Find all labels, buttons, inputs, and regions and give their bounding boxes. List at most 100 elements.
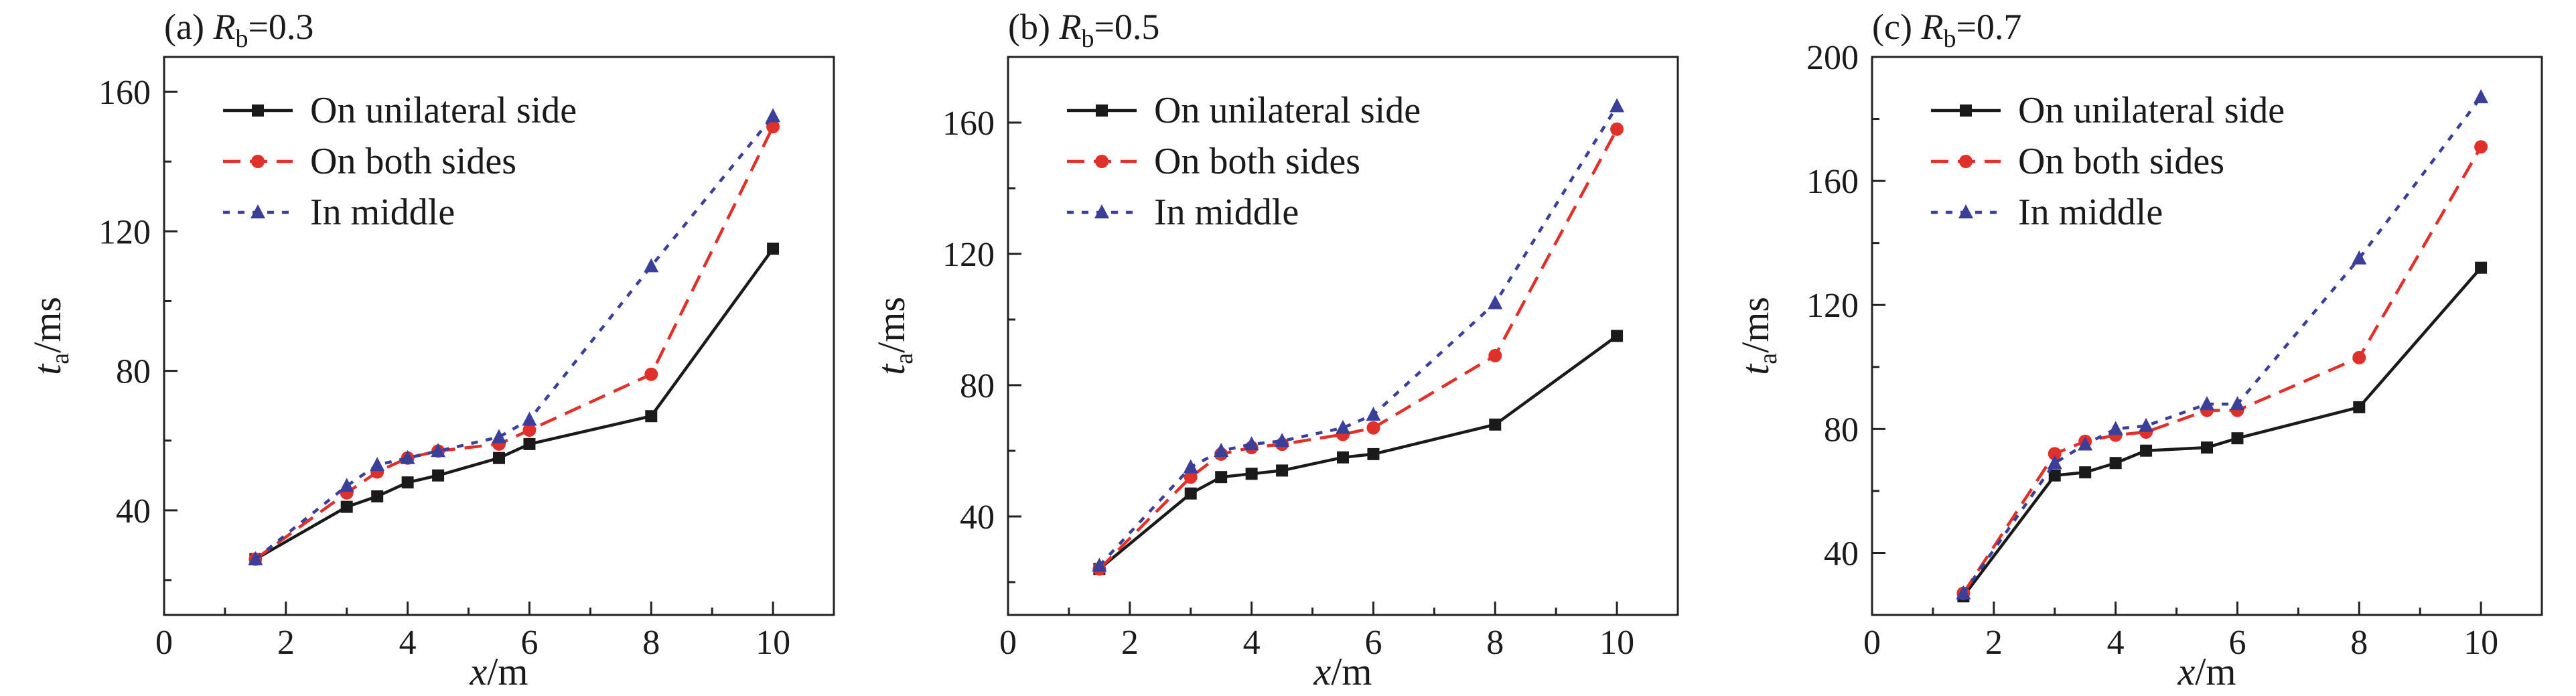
data-point-middle (2474, 89, 2489, 104)
panel-title-suffix: =0.3 (248, 7, 313, 47)
data-point-both (2048, 447, 2062, 461)
x-tick-label: 6 (1364, 624, 1382, 662)
y-axis-unit: /ms (25, 297, 69, 353)
data-point-both (1366, 421, 1380, 435)
data-point-unilateral (2231, 432, 2244, 445)
legend-marker-unilateral (1960, 105, 1972, 117)
data-point-both (2474, 140, 2488, 154)
plot-frame (1871, 56, 2543, 616)
panel-title-suffix: =0.5 (1094, 7, 1159, 47)
x-axis-unit: /m (1331, 650, 1372, 693)
data-point-unilateral (2353, 401, 2366, 413)
x-tick-label: 2 (277, 624, 295, 662)
x-axis-variable: x (1313, 650, 1332, 693)
legend-marker-both (251, 155, 265, 168)
x-tick-label: 10 (756, 624, 790, 662)
data-point-unilateral (2079, 466, 2092, 479)
data-point-middle (1609, 98, 1625, 113)
series-line-both (1962, 146, 2483, 594)
panel-title: (a) Rb=0.3 (164, 7, 313, 53)
data-point-middle (1244, 436, 1259, 451)
data-point-unilateral (2109, 457, 2122, 470)
x-axis-label: x/m (2177, 650, 2236, 693)
series-unilateral (1957, 261, 2488, 603)
data-point-middle (1336, 419, 1350, 434)
y-axis-subscript: a (46, 353, 74, 364)
x-tick-label: 0 (155, 624, 173, 662)
data-point-both (1184, 470, 1198, 484)
panel-title: (c) Rb=0.7 (1872, 7, 2021, 53)
x-axis-label: x/m (1313, 650, 1372, 693)
x-tick-label: 6 (520, 624, 538, 662)
panel-title-prefix: (c) (1872, 7, 1921, 47)
legend-marker-middle (1094, 204, 1109, 218)
chart-panel-1: 0 2 4 6 8 10 40 80 120 160 (a) Rb=0.3 x/m ta/ms On un… (25, 7, 835, 693)
x-axis-variable: x (2177, 650, 2196, 693)
y-axis-variable: t (25, 363, 69, 375)
data-point-unilateral (2201, 441, 2213, 454)
y-axis-subscript: a (890, 353, 918, 364)
series-middle (1092, 98, 1625, 572)
y-axis-subscript: a (1754, 353, 1782, 364)
chart-panel-2: 0 2 4 6 8 10 40 80 120 160 (b) Rb=0.5 x/m ta/ms On un… (869, 7, 1679, 693)
data-point-middle (370, 457, 385, 472)
series-both (1956, 140, 2488, 600)
data-point-middle (2352, 250, 2367, 265)
data-point-middle (766, 108, 781, 123)
panel-title-prefix: (b) (1008, 7, 1059, 47)
series-line-unilateral (1962, 267, 2482, 598)
panel-title-subscript: b (1943, 25, 1956, 53)
data-point-unilateral (432, 469, 445, 482)
data-point-both (766, 120, 780, 134)
x-axis-unit: /m (487, 650, 528, 693)
x-tick-label: 0 (1863, 624, 1881, 662)
series-middle (1956, 89, 2489, 600)
x-tick-label: 8 (2350, 624, 2368, 662)
data-point-unilateral (2475, 261, 2488, 274)
legend-label-unilateral: On unilateral side (1154, 90, 1421, 131)
data-point-unilateral (371, 490, 384, 502)
data-point-unilateral (645, 410, 658, 423)
data-point-unilateral (523, 437, 536, 450)
y-axis-unit: /ms (1733, 297, 1777, 353)
data-point-middle (492, 429, 506, 443)
data-point-unilateral (493, 451, 505, 464)
data-point-middle (1488, 295, 1503, 309)
y-axis-variable: t (869, 363, 913, 375)
data-point-middle (1366, 407, 1381, 421)
y-tick-label: 160 (98, 74, 151, 112)
legend-label-middle: In middle (1154, 192, 1299, 233)
data-point-unilateral (1215, 471, 1228, 484)
y-axis-label: ta/ms (25, 297, 74, 375)
x-axis-variable: x (470, 650, 488, 693)
legend-label-unilateral: On unilateral side (310, 90, 577, 131)
y-tick-label: 120 (1806, 287, 1859, 325)
data-point-middle (2200, 396, 2214, 411)
y-axis-unit: /ms (869, 297, 913, 353)
y-tick-label: 200 (1806, 39, 1859, 77)
legend-label-unilateral: On unilateral side (2018, 90, 2285, 131)
data-point-unilateral (401, 476, 414, 489)
y-axis-label: ta/ms (1733, 297, 1782, 375)
legend-label-both: On both sides (1154, 141, 1360, 182)
data-point-both (522, 423, 536, 437)
plot-frame (163, 56, 835, 616)
panel-title-subscript: b (1081, 25, 1094, 53)
data-point-unilateral (1184, 487, 1197, 500)
legend-label-both: On both sides (2018, 141, 2224, 182)
data-point-unilateral (1611, 330, 1624, 342)
data-point-unilateral (2140, 444, 2153, 457)
legend-marker-unilateral (252, 105, 264, 117)
panel-title-prefix: (a) (164, 7, 213, 47)
data-point-middle (248, 551, 263, 565)
y-tick-label: 160 (942, 105, 995, 143)
data-point-both (2352, 350, 2366, 364)
panel-title-variable: R (212, 7, 235, 47)
legend: On unilateral side On both sides In middle (1931, 90, 2285, 233)
data-point-middle (522, 411, 537, 426)
x-axis-label: x/m (470, 650, 528, 693)
x-tick-label: 10 (1599, 624, 1634, 662)
panel-title: (b) Rb=0.5 (1008, 7, 1159, 53)
data-point-both (1610, 122, 1624, 136)
